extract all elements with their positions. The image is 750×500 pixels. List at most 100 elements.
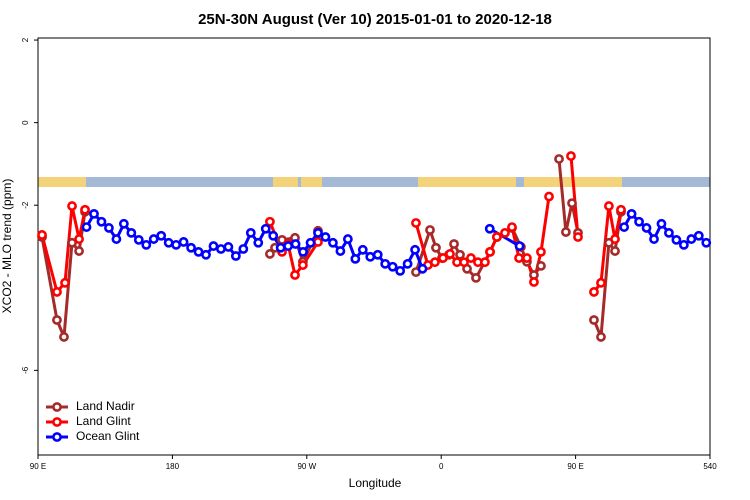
data-point — [641, 223, 652, 233]
data-point — [156, 230, 167, 241]
data-point — [313, 227, 323, 238]
data-point — [133, 234, 144, 245]
data-point — [313, 237, 323, 247]
x-tick-label: 90 W — [297, 462, 316, 471]
data-point — [305, 237, 316, 248]
data-point — [111, 234, 122, 244]
data-point — [471, 272, 481, 283]
legend-swatch-point — [52, 402, 62, 412]
data-point — [265, 249, 275, 259]
data-point — [544, 191, 554, 202]
data-point — [484, 223, 495, 234]
data-point — [485, 246, 495, 257]
data-point — [500, 227, 510, 238]
data-point — [566, 151, 576, 161]
data-point — [507, 222, 517, 232]
data-point — [514, 241, 525, 251]
legend-label: Land Glint — [76, 414, 131, 428]
data-point — [554, 154, 564, 164]
legend-swatch-point — [52, 417, 62, 427]
data-point — [74, 234, 84, 244]
x-tick-label: 540 — [703, 462, 717, 471]
data-point — [350, 253, 361, 264]
data-point — [283, 241, 294, 251]
data-point — [67, 237, 77, 248]
data-point — [80, 204, 90, 215]
x-tick-label: 0 — [439, 462, 444, 471]
data-point — [610, 246, 620, 256]
data-point — [357, 244, 368, 255]
data-point — [186, 242, 196, 253]
data-point — [81, 222, 92, 232]
data-point — [67, 201, 77, 211]
data-point — [610, 234, 620, 244]
data-point — [678, 239, 689, 250]
x-tick-label: 90 E — [567, 462, 583, 471]
data-point — [298, 246, 308, 257]
data-point — [686, 234, 697, 244]
data-point — [335, 246, 346, 256]
y-tick-label: 0 — [21, 120, 30, 125]
data-point — [37, 230, 47, 240]
plot-frame — [37, 37, 711, 456]
data-point — [223, 242, 234, 252]
y-axis-label: XCO2 - MLO trend (ppm) — [0, 179, 14, 314]
data-point — [201, 249, 211, 260]
data-point — [596, 332, 606, 342]
chart-title: 25N-30N August (Ver 10) 2015-01-01 to 20… — [198, 11, 552, 28]
data-point — [560, 227, 571, 237]
data-point — [52, 287, 62, 297]
data-point — [589, 315, 599, 325]
data-point — [529, 277, 539, 287]
data-point — [89, 208, 99, 219]
data-point — [514, 253, 524, 263]
data-point — [438, 253, 448, 263]
data-point — [268, 230, 279, 241]
data-point — [466, 253, 476, 263]
data-point — [365, 251, 376, 262]
data-point — [245, 227, 256, 238]
data-point — [320, 232, 331, 242]
data-point — [104, 223, 114, 233]
data-point — [74, 246, 84, 256]
data-point — [141, 239, 152, 250]
data-point — [417, 263, 428, 274]
data-point — [328, 237, 338, 248]
data-point — [664, 227, 674, 238]
data-point — [431, 242, 441, 253]
y-tick-label: 2 — [21, 37, 30, 42]
data-point — [163, 237, 174, 248]
data-point — [522, 253, 532, 263]
data-point — [380, 258, 391, 269]
data-point — [208, 241, 219, 251]
data-point — [701, 237, 712, 248]
data-point — [290, 239, 301, 249]
data-point — [616, 204, 626, 215]
y-tick-label: -2 — [21, 201, 30, 209]
land-mask-strip — [38, 177, 710, 187]
legend-swatch-point — [52, 432, 62, 442]
data-point — [59, 332, 69, 342]
legend-label: Ocean Glint — [76, 429, 140, 443]
data-point — [118, 218, 129, 229]
data-point — [671, 234, 682, 245]
data-point — [96, 216, 107, 227]
data-point — [238, 244, 249, 254]
data-point — [634, 216, 644, 227]
data-point — [449, 239, 459, 249]
data-point — [126, 227, 137, 238]
x-tick-label: 90 E — [30, 462, 46, 471]
data-point — [402, 258, 413, 269]
data-point — [536, 261, 546, 271]
data-point — [260, 223, 271, 234]
data-point — [52, 315, 62, 325]
data-point — [395, 265, 406, 276]
data-point — [425, 225, 435, 235]
data-point — [649, 234, 659, 244]
legend-label: Land Nadir — [76, 399, 135, 413]
data-point — [178, 237, 189, 247]
data-point — [298, 260, 308, 270]
data-point — [290, 270, 300, 280]
data-point — [459, 257, 469, 268]
